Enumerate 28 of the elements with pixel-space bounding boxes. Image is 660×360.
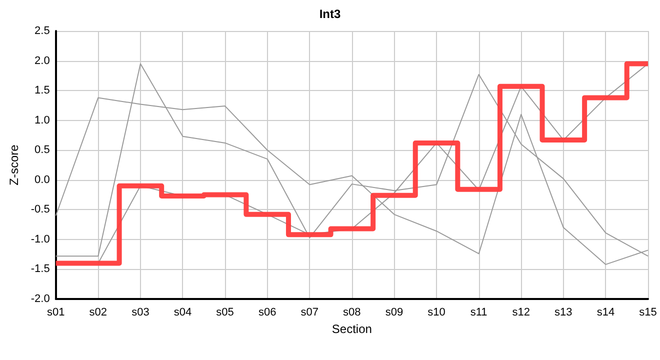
y-axis-title: Z-score	[7, 144, 21, 186]
y-tick-label: 1.5	[34, 84, 50, 97]
y-tick-label: 2.5	[34, 25, 50, 37]
x-tick-label: s11	[470, 306, 488, 318]
x-tick-label: s14	[596, 306, 615, 318]
x-tick-label: s15	[639, 306, 657, 318]
y-tick-label: 1.0	[34, 114, 50, 126]
x-tick-label: s10	[428, 306, 446, 318]
x-tick-label: s04	[174, 306, 192, 318]
y-tick-label: -1.5	[30, 263, 50, 276]
y-tick-label: 0.5	[34, 144, 50, 156]
y-tick-label: -1.0	[30, 233, 50, 246]
chart-title: Int3	[319, 7, 341, 21]
x-tick-label: s13	[554, 306, 572, 318]
x-tick-label: s06	[258, 306, 276, 318]
x-tick-label: s05	[216, 306, 234, 318]
y-tick-label: -0.5	[30, 204, 50, 216]
x-tick-label: s01	[46, 306, 65, 318]
y-tick-label: -2.0	[30, 293, 50, 305]
x-tick-label: s03	[132, 306, 150, 318]
x-tick-label: s02	[89, 306, 108, 318]
x-tick-label: s12	[512, 306, 530, 318]
x-tick-label: s08	[343, 306, 361, 318]
x-tick-label: s07	[300, 306, 319, 318]
y-tick-label: 0.0	[34, 174, 50, 186]
x-tick-label: s09	[385, 306, 404, 318]
x-axis-title: Section	[332, 322, 372, 336]
y-tick-label: 2.0	[34, 54, 50, 67]
